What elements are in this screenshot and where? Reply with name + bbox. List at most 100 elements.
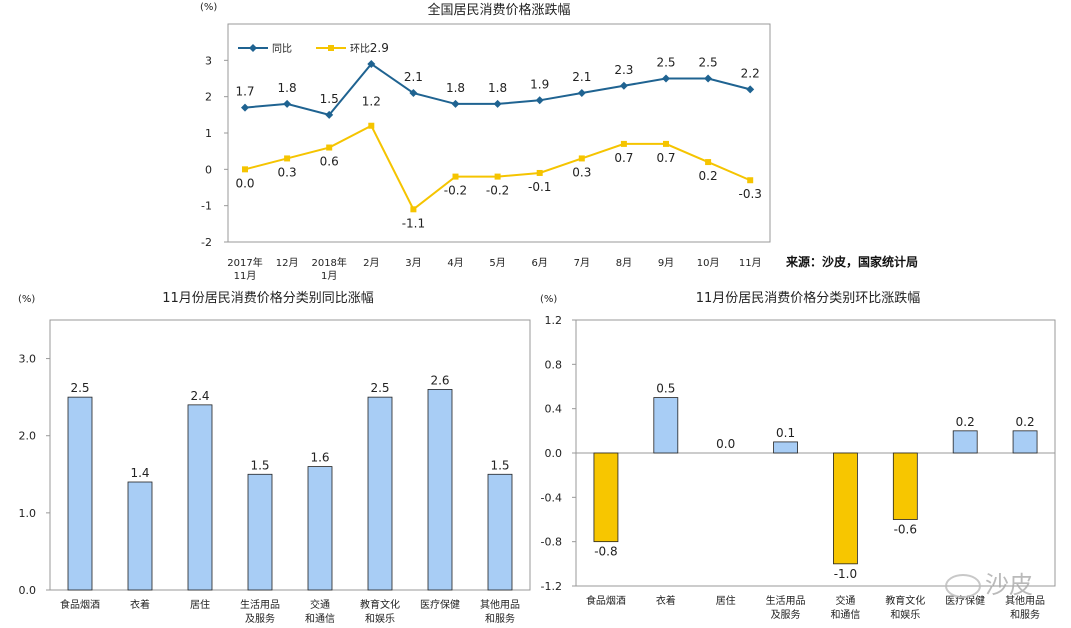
y-tick-label: 2.0	[19, 430, 37, 443]
y-tick-label: 1.0	[19, 507, 37, 520]
x-tick-label: 居住	[716, 594, 736, 607]
data-label: 1.4	[130, 466, 149, 480]
x-tick-label: 交通	[310, 598, 330, 611]
y-tick-label: -1.2	[541, 580, 562, 593]
data-label: 2.5	[656, 56, 675, 70]
x-tick-label: 居住	[190, 598, 210, 611]
data-label: 2.9	[370, 41, 389, 55]
y-tick-label: 3	[205, 54, 212, 67]
bar	[187, 404, 213, 591]
data-label: -0.3	[738, 187, 761, 201]
x-tick-label: 8月	[616, 257, 632, 269]
x-tick-label: 10月	[697, 257, 720, 269]
data-point	[325, 110, 334, 119]
bar	[1012, 430, 1038, 454]
data-point	[620, 140, 627, 147]
x-tick-label: 和娱乐	[365, 612, 395, 625]
data-label: 0.2	[1016, 415, 1035, 429]
x-tick-label: 交通	[835, 594, 855, 607]
y-tick-label: -1	[201, 200, 212, 213]
data-point	[283, 99, 292, 108]
x-tick-label: 9月	[658, 257, 674, 269]
x-tick-label: 6月	[532, 257, 548, 269]
y-tick-label: 0.8	[545, 358, 563, 371]
plot-area	[49, 319, 531, 591]
data-label: 1.9	[530, 77, 549, 91]
x-tick-label: 11月	[234, 270, 257, 282]
chart-title: 全国居民消费价格涨跌幅	[427, 2, 570, 18]
x-tick-label: 7月	[574, 257, 590, 269]
chart-title: 11月份居民消费价格分类别环比涨跌幅	[696, 290, 921, 306]
y-tick-label: -2	[201, 236, 212, 249]
y-tick-label: 3.0	[19, 353, 37, 366]
data-point	[494, 173, 501, 180]
data-label: 0.3	[278, 165, 297, 179]
data-label: 0.7	[614, 151, 633, 165]
data-label: -0.2	[486, 184, 509, 198]
y-tick-label: 0.0	[545, 447, 563, 460]
x-tick-label: 4月	[447, 257, 463, 269]
x-tick-label: 医疗保健	[420, 598, 460, 611]
data-label: 2.4	[190, 389, 209, 403]
bar	[487, 473, 513, 591]
data-label: 2.6	[430, 373, 449, 387]
y-unit-label: (%)	[540, 294, 557, 305]
data-label: 1.8	[488, 81, 507, 95]
data-label: 2.3	[614, 63, 633, 77]
x-tick-label: 和通信	[305, 613, 335, 625]
data-label: 1.5	[320, 92, 339, 106]
source-note: 来源：沙皮，国家统计局	[786, 255, 919, 269]
x-tick-label: 其他用品	[480, 598, 520, 611]
bar	[653, 397, 679, 454]
data-label: 2.5	[70, 381, 89, 395]
data-label: 0.5	[656, 382, 675, 396]
data-point	[536, 169, 543, 176]
data-label: 0.6	[320, 155, 339, 169]
data-label: -1.0	[834, 567, 857, 581]
x-tick-label: 食品烟酒	[60, 598, 100, 611]
y-tick-label: -0.4	[541, 491, 562, 504]
bar	[952, 430, 978, 454]
bar	[307, 466, 333, 591]
data-point	[535, 96, 544, 105]
data-label: -1.1	[402, 216, 425, 230]
data-label: 2.2	[741, 66, 760, 80]
data-point	[284, 155, 291, 162]
data-label: 0.2	[956, 415, 975, 429]
x-tick-label: 和服务	[485, 612, 515, 625]
data-label: -0.2	[444, 184, 467, 198]
y-tick-label: 1.2	[545, 314, 563, 327]
bar	[367, 396, 393, 591]
data-label: -0.8	[594, 545, 617, 559]
data-label: 2.5	[370, 381, 389, 395]
x-tick-label: 衣着	[130, 598, 150, 611]
data-point	[578, 155, 585, 162]
y-tick-label: 0	[205, 163, 212, 176]
data-label: 1.7	[235, 85, 254, 99]
bar	[593, 452, 619, 543]
y-tick-label: -0.8	[541, 536, 562, 549]
x-tick-label: 2月	[363, 257, 379, 269]
y-tick-label: 0.4	[545, 403, 563, 416]
legend-marker	[328, 45, 334, 51]
bar	[833, 452, 858, 565]
data-label: 1.8	[446, 81, 465, 95]
data-point	[241, 103, 249, 112]
data-point	[746, 85, 755, 94]
bar	[67, 396, 93, 591]
data-point	[409, 89, 418, 98]
plot-area	[227, 23, 771, 243]
x-tick-label: 医疗保健	[945, 594, 985, 607]
x-tick-label: 生活用品	[766, 594, 806, 607]
y-tick-label: 2	[205, 91, 212, 104]
x-tick-label: 及服务	[245, 612, 275, 625]
x-tick-label: 其他用品	[1005, 594, 1045, 607]
data-label: -0.6	[894, 523, 917, 537]
bar	[127, 481, 153, 591]
data-point	[662, 74, 670, 83]
x-tick-label: 教育文化	[360, 598, 400, 611]
data-point	[242, 166, 248, 173]
data-point	[619, 81, 628, 90]
data-label: 0.0	[235, 176, 254, 190]
data-label: 1.2	[362, 95, 381, 109]
